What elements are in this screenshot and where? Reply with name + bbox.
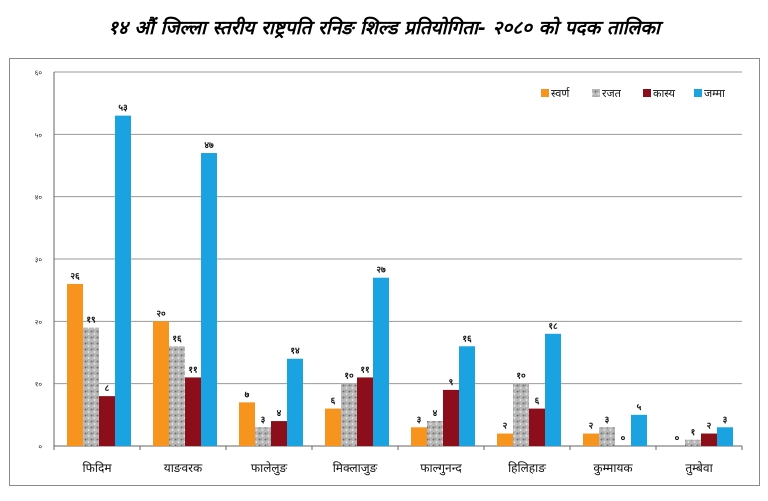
bar-2-8 [685, 439, 701, 446]
y-tick-label: ० [38, 443, 42, 451]
data-label: ८ [105, 384, 110, 394]
x-category-label: तुम्बेवा [685, 461, 713, 476]
data-label: ५३ [118, 104, 128, 114]
data-label: ४ [433, 409, 438, 419]
x-category-label: हिलिहाङ [508, 461, 546, 475]
bar-2-6 [513, 383, 529, 446]
data-label: ३ [605, 415, 610, 425]
data-label: ० [675, 434, 680, 444]
bar-4-6 [545, 333, 561, 446]
data-label: १४ [290, 347, 300, 357]
bar-2-5 [427, 421, 443, 446]
y-tick-label: ६० [35, 69, 43, 77]
data-label: ११ [188, 365, 197, 375]
bar-1-4 [325, 408, 341, 446]
data-label: ३ [723, 415, 728, 425]
data-label: २ [707, 422, 712, 432]
data-label: १० [516, 372, 526, 382]
data-label: १८ [548, 322, 558, 332]
bar-4-1 [115, 115, 131, 446]
data-label: २६ [70, 272, 80, 282]
data-label: ४७ [204, 141, 214, 151]
bar-4-4 [373, 277, 389, 446]
legend-label: रजत [602, 87, 622, 100]
data-label: ९ [449, 378, 454, 388]
y-tick-label: २० [35, 318, 43, 326]
bar-1-6 [497, 433, 513, 446]
data-label: १ [691, 428, 696, 438]
bar-3-6 [529, 408, 545, 446]
bars [67, 115, 733, 447]
legend-swatch [592, 89, 600, 97]
x-category-label: कुम्मायक [593, 461, 633, 476]
bar-1-3 [239, 402, 255, 446]
bar-2-2 [169, 346, 185, 446]
bar-4-8 [717, 427, 733, 446]
data-label: १९ [86, 316, 96, 326]
legend-swatch [643, 89, 651, 97]
x-category-label: फिदिम [82, 461, 112, 475]
bar-1-7 [583, 433, 599, 446]
data-label: ० [621, 434, 626, 444]
legend-swatch [541, 89, 549, 97]
bar-3-4 [357, 377, 373, 446]
data-label: २ [589, 422, 594, 432]
bar-3-1 [99, 396, 115, 446]
bar-4-3 [287, 358, 303, 446]
bar-1-1 [67, 283, 83, 446]
bar-4-7 [631, 414, 647, 446]
data-label: १६ [172, 334, 182, 344]
x-category-label: मिक्लाजुङ [333, 461, 378, 476]
data-label: ७ [245, 390, 250, 400]
bar-3-3 [271, 421, 287, 446]
x-category-label: याङवरक [164, 461, 203, 475]
data-label: २० [156, 309, 166, 319]
legend: स्वर्ण रजत कास्य जम्मा [541, 87, 725, 100]
data-label: २ [503, 422, 508, 432]
legend-label: स्वर्ण [551, 87, 570, 100]
x-category-label: फालेलुङ [251, 461, 288, 476]
bar-2-1 [83, 327, 99, 446]
bar-4-5 [459, 346, 475, 446]
data-label: ५ [637, 403, 642, 413]
y-tick-label: ४० [35, 194, 43, 202]
y-tick-label: ३० [35, 256, 43, 264]
bar-2-3 [255, 427, 271, 446]
bar-2-7 [599, 427, 615, 446]
data-label: ४ [277, 409, 282, 419]
data-label: ६ [331, 397, 336, 407]
bar-2-4 [341, 383, 357, 446]
bar-3-5 [443, 389, 459, 446]
legend-swatch [694, 89, 702, 97]
bar-3-2 [185, 377, 201, 446]
x-category-label: फाल्गुनन्द [420, 461, 462, 476]
data-label: १० [344, 372, 354, 382]
data-label: ३ [417, 415, 422, 425]
data-label: ३ [261, 415, 266, 425]
y-tick-label: ५० [35, 131, 43, 139]
legend-label: कास्य [653, 87, 676, 100]
data-label: १६ [462, 334, 472, 344]
bar-1-2 [153, 321, 169, 446]
data-label: ६ [535, 397, 540, 407]
y-tick-label: १० [35, 381, 43, 389]
bar-4-2 [201, 153, 217, 447]
legend-label: जम्मा [704, 87, 725, 100]
bar-1-5 [411, 427, 427, 446]
chart-title: १४ औं जिल्ला स्तरीय राष्ट्रपति रनिङ शिल्… [108, 17, 660, 39]
bar-3-8 [701, 433, 717, 446]
labels: २६१९८५३२०१६११४७७३४१४६१०११२७३४९१६२१०६१८२३… [70, 104, 727, 444]
data-label: २७ [376, 266, 386, 276]
data-label: ११ [360, 365, 369, 375]
